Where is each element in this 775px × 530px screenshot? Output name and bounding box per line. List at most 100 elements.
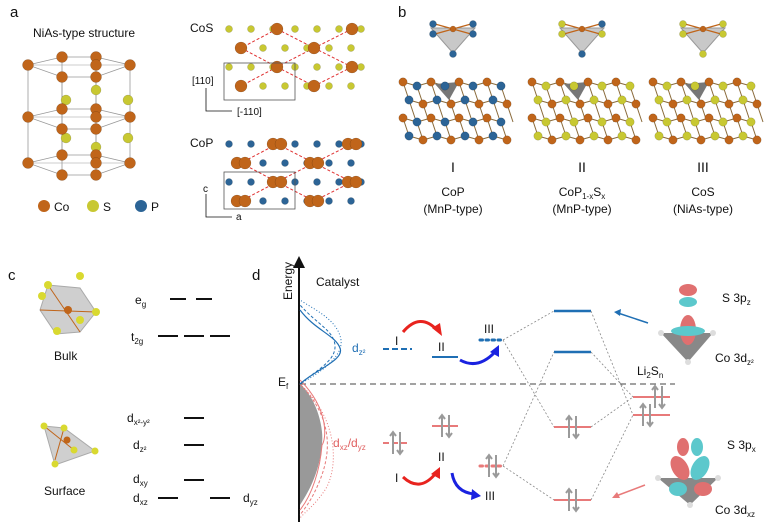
spin-down-arrow — [646, 404, 654, 428]
atom — [558, 30, 566, 38]
panel-c: Bulk Surface eg t2g dx²-y² dz² dxy dxz d… — [38, 272, 258, 507]
atom — [325, 159, 333, 167]
stage-II-lower: II — [438, 450, 445, 464]
dyz-label: dyz — [243, 491, 258, 507]
atom — [22, 157, 34, 169]
cop-label: CoP — [190, 136, 213, 150]
atom — [631, 135, 641, 145]
panel-label-b: b — [398, 4, 406, 21]
atom — [496, 117, 506, 127]
panel-a: NiAs-type structure Co S P CoS [110] [-1… — [22, 21, 365, 223]
dxz-dyz-dos-label: dxz/dyz — [333, 436, 366, 452]
spin-down-arrow — [572, 416, 580, 440]
atom — [710, 95, 720, 105]
atom — [281, 197, 289, 205]
spin-up-arrow — [639, 402, 647, 426]
atom — [724, 99, 734, 109]
spin-down-arrow — [658, 386, 666, 410]
atom — [575, 99, 585, 109]
bulk-label: Bulk — [54, 349, 78, 363]
atom — [259, 44, 267, 52]
spin-down-arrow — [396, 432, 404, 456]
spin-down-arrow — [572, 489, 580, 513]
atom — [225, 25, 233, 33]
atom — [56, 51, 68, 63]
atom — [56, 123, 68, 135]
panel-d: Energy Catalyst Ef dz² dxz/dyz I II III … — [278, 256, 756, 522]
atom — [696, 135, 706, 145]
atom — [682, 131, 692, 141]
panel-label-a: a — [10, 4, 19, 21]
axis-c-label: c — [203, 184, 208, 195]
atom — [679, 20, 687, 28]
atom — [446, 99, 456, 109]
atom — [335, 63, 343, 71]
atom — [654, 131, 664, 141]
atom — [718, 117, 728, 127]
atom — [699, 50, 707, 58]
stage-I-lower: I — [395, 471, 398, 485]
bond-dashed — [313, 28, 353, 49]
atom — [468, 117, 478, 127]
atom — [488, 95, 498, 105]
legend-p-atom — [135, 200, 147, 212]
atom — [429, 30, 437, 38]
atom — [90, 169, 102, 181]
atom — [90, 123, 102, 135]
atom — [533, 95, 543, 105]
stage-I-upper: I — [395, 334, 398, 348]
atom — [90, 111, 102, 123]
atom — [690, 117, 700, 127]
spin-up-arrow — [485, 453, 493, 477]
atom — [270, 22, 284, 36]
catalyst-levels — [383, 338, 505, 468]
atom — [234, 79, 248, 93]
bond-dashed — [313, 66, 353, 87]
atom — [274, 175, 288, 189]
dz2-pz-orbital-image — [658, 284, 716, 365]
atom — [247, 25, 255, 33]
atom — [440, 81, 450, 91]
atom — [347, 197, 355, 205]
atom — [325, 44, 333, 52]
structure-II-type: (MnP-type) — [552, 202, 611, 216]
atom — [719, 30, 727, 38]
atom — [589, 95, 599, 105]
arrow-head-icon — [612, 492, 620, 498]
mo-levels — [554, 309, 670, 501]
atom — [281, 82, 289, 90]
atom — [418, 99, 428, 109]
atom — [426, 113, 436, 123]
atom — [124, 111, 136, 123]
atom — [259, 159, 267, 167]
atom — [122, 132, 134, 144]
atom — [60, 94, 72, 106]
atom — [225, 63, 233, 71]
legend-co-atom — [38, 200, 50, 212]
atom — [738, 95, 748, 105]
cop-axes — [205, 194, 232, 218]
atom — [555, 77, 565, 87]
bulk-octahedron — [38, 272, 100, 335]
dx2y2-label: dx²-y² — [127, 411, 150, 427]
atom — [598, 30, 606, 38]
atom — [589, 131, 599, 141]
atom — [662, 81, 672, 91]
atom — [307, 41, 321, 55]
atom — [561, 95, 571, 105]
atom — [724, 135, 734, 145]
atom — [460, 95, 470, 105]
spin-up-arrow — [651, 384, 659, 408]
structure-III-roman: III — [697, 159, 709, 175]
atom — [311, 194, 325, 208]
atom — [313, 25, 321, 33]
atom — [527, 113, 537, 123]
atom — [432, 95, 442, 105]
atom — [474, 135, 484, 145]
atom — [469, 20, 477, 28]
panel-b — [398, 20, 764, 145]
arrow-head-icon — [431, 467, 440, 479]
atom — [732, 77, 742, 87]
atom — [547, 135, 557, 145]
atom — [90, 59, 102, 71]
